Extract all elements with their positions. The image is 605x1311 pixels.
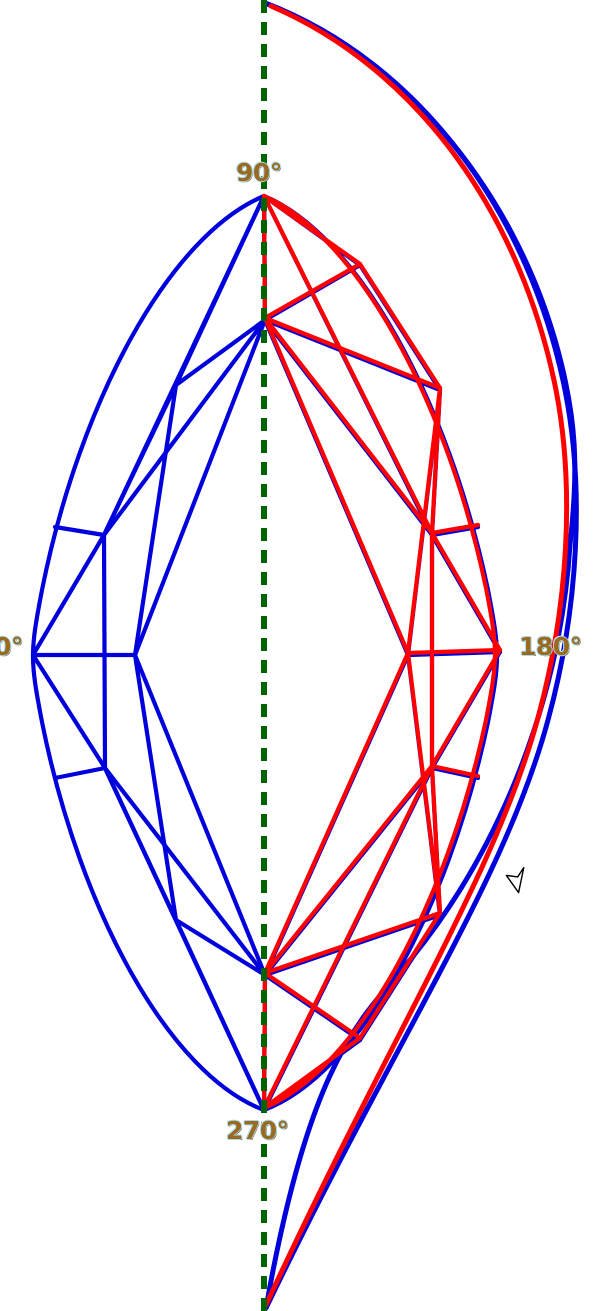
facet-ll-long <box>132 652 268 978</box>
overlay-ur-deep <box>262 315 411 656</box>
overlay-lr-kite <box>261 1035 363 1111</box>
overlay-ur-main <box>261 193 435 536</box>
angle-label-180: 180° <box>519 632 582 661</box>
outer-arc-red-full <box>263 3 570 1308</box>
overlay-lr-cross <box>262 910 443 976</box>
overlay-ur-star <box>262 261 363 321</box>
overlay-ur-cross <box>262 315 443 391</box>
overlay-girdle-right <box>261 193 498 1111</box>
overlay-lr-deep <box>262 650 411 976</box>
overlay-girdle-right-tie <box>405 647 503 656</box>
facet-ul-kite <box>173 193 267 388</box>
facet-ul-cross <box>101 317 268 538</box>
facet-ll-shoulder-edge <box>52 765 108 781</box>
overlay-lr-tie <box>357 910 443 1041</box>
facet-ll-to-girdle <box>30 652 108 771</box>
overlay-ur-tie <box>357 261 443 391</box>
outer-arc-group <box>262 0 579 1311</box>
mouse-pointer-cursor <box>505 866 525 894</box>
overlay-ur-edge <box>429 522 481 536</box>
overlay-ur-girdle <box>429 530 503 653</box>
facet-ul-to-girdle <box>30 532 107 658</box>
facet-ll-star <box>173 917 268 978</box>
outer-arc-blue-full <box>262 0 579 1311</box>
angle-label-0: 0° <box>0 632 23 661</box>
overlay-lr-star <box>262 970 363 1041</box>
facet-center-left-x1 <box>132 382 179 658</box>
overlay-lr-main <box>261 763 435 1111</box>
overlay-center-right-x1 <box>405 385 443 656</box>
facet-ul-star <box>173 317 268 388</box>
overlay-lr-long <box>262 763 435 976</box>
facet-ll-girdle-tie <box>102 765 179 923</box>
overlay-ur-kite <box>261 193 363 267</box>
facet-ll-kite <box>173 917 267 1113</box>
overlay-lr-edge <box>429 763 481 779</box>
facet-ul-shoulder-down <box>101 532 108 771</box>
overlay-lr-girdle <box>429 647 503 769</box>
facet-ll-cross <box>102 765 268 978</box>
facet-ul-shoulder-edge <box>52 524 107 538</box>
overlay-apex-top-stub <box>261 193 268 321</box>
overlay-ur-long <box>262 315 435 536</box>
facet-ul-long <box>132 317 268 658</box>
overlay-red-group <box>261 193 503 1111</box>
angle-label-90: 90° <box>236 158 282 187</box>
facet-ul-girdle-tie <box>101 382 179 538</box>
facet-center-left-x2 <box>132 652 179 923</box>
cursor-arrow-icon <box>505 866 525 894</box>
overlay-lr-mid <box>429 763 443 916</box>
angle-label-270: 270° <box>226 1116 289 1145</box>
